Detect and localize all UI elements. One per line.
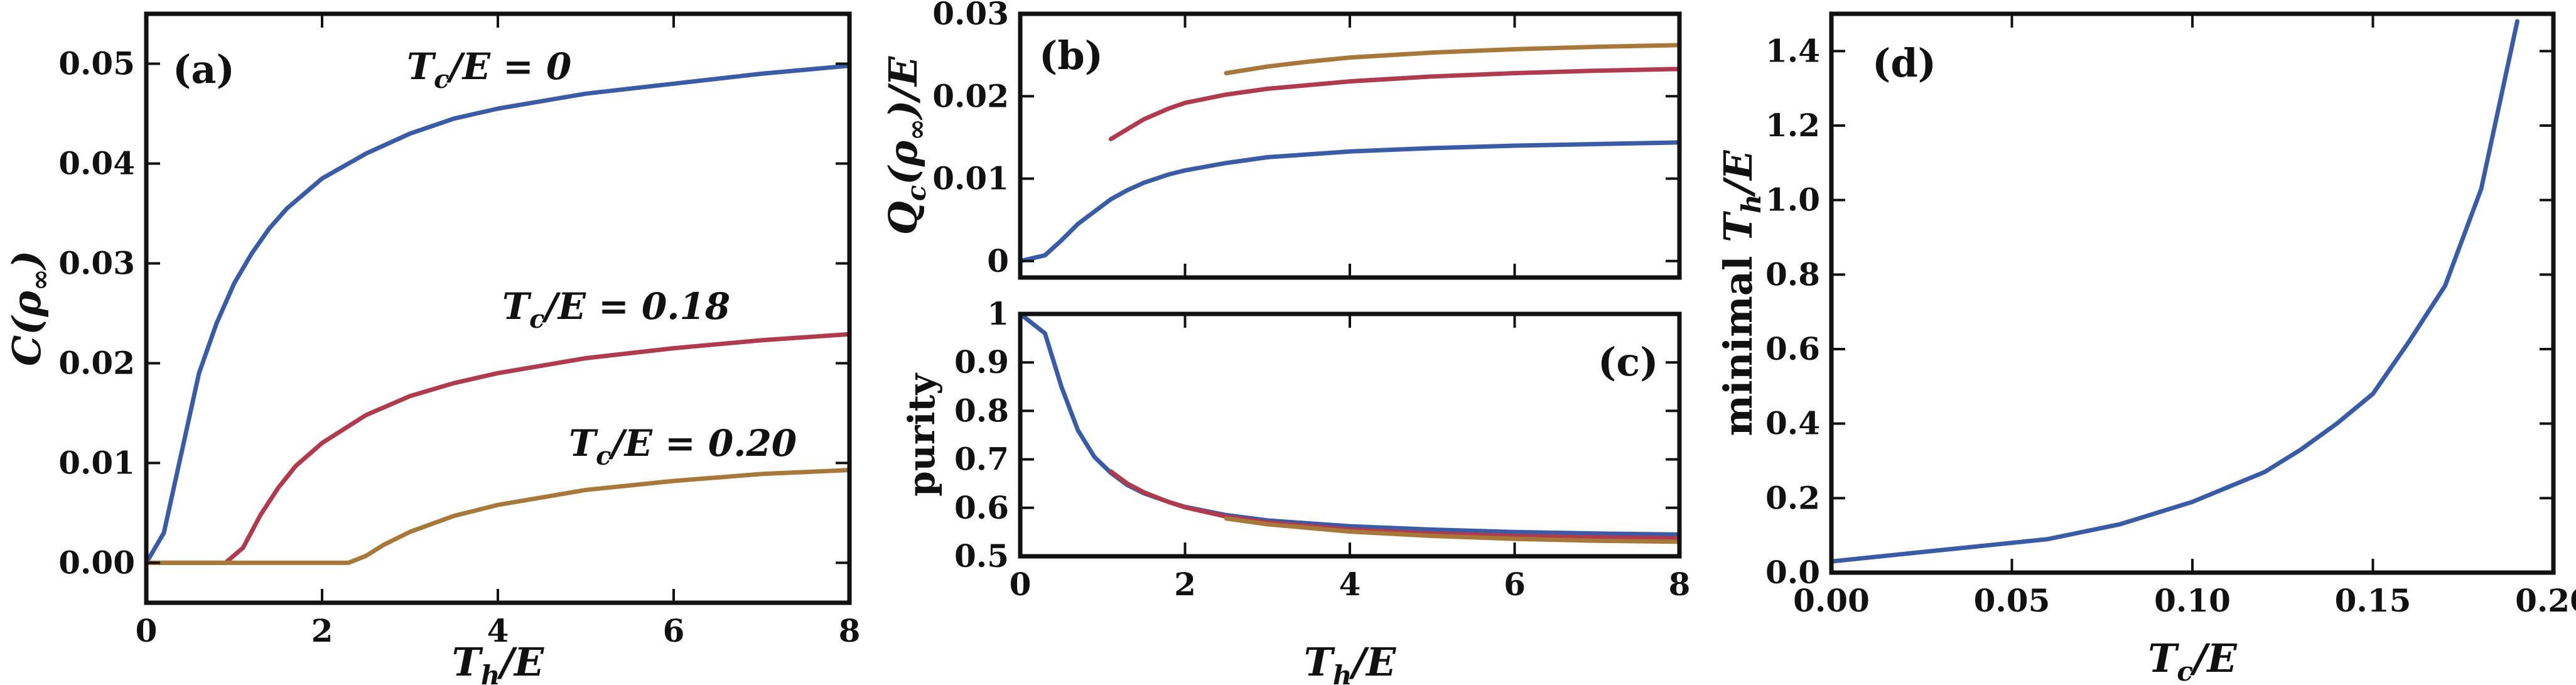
x-axis-label-d: Tc/E xyxy=(2148,635,2237,685)
x-tick-label-d-0: 0.00 xyxy=(1793,582,1870,619)
series-line-a-blue xyxy=(144,63,852,565)
y-tick-label-c-1: 0.6 xyxy=(954,489,1009,526)
y-tick-label-b-2: 0.02 xyxy=(932,77,1009,114)
x-tick-label-d-3: 0.15 xyxy=(2335,582,2412,619)
y-tick-label-d-3: 0.6 xyxy=(1765,330,1820,367)
y-axis-label-b: Qc(ρ∞)/E xyxy=(880,56,932,235)
panel-b: 0 0.01 0.02 0.03 (b) Qc(ρ∞)/E xyxy=(880,0,1682,280)
y-tick-label-d-6: 1.2 xyxy=(1765,107,1820,144)
x-tick-label-d-4: 0.20 xyxy=(2515,582,2576,619)
panel-label-a: (a) xyxy=(173,46,235,92)
annotation-tc-020: Tc/E = 0.20 xyxy=(569,422,797,471)
y-tick-label-a-2: 0.02 xyxy=(58,344,135,381)
y-tick-label-a-0: 0.00 xyxy=(58,544,135,581)
x-tick-label-c-1: 2 xyxy=(1174,566,1196,603)
y-tick-label-c-4: 0.9 xyxy=(954,343,1009,380)
x-tick-label-c-0: 0 xyxy=(1010,566,1032,603)
y-tick-label-b-3: 0.03 xyxy=(932,0,1009,32)
series-line-b-blue xyxy=(1018,140,1682,264)
x-tick-label-c-2: 4 xyxy=(1339,566,1361,603)
annotation-tc-018: Tc/E = 0.18 xyxy=(502,285,730,334)
y-tick-label-d-5: 1.0 xyxy=(1765,181,1820,218)
y-tick-label-d-7: 1.4 xyxy=(1765,32,1820,69)
y-tick-label-c-0: 0.5 xyxy=(954,537,1009,574)
y-tick-label-d-2: 0.4 xyxy=(1765,405,1820,442)
x-tick-label-a-1: 2 xyxy=(311,612,333,649)
x-tick-label-a-0: 0 xyxy=(136,612,158,649)
y-axis-label-c: purity xyxy=(900,372,943,497)
panel-d: 0.00 0.05 0.10 0.15 0.20 0.0 0.2 0.4 0.6 0.8 1.0 1.… xyxy=(1715,11,2576,685)
series-line-a-gold xyxy=(144,468,852,565)
panel-label-d: (d) xyxy=(1872,40,1936,86)
series-line-b-red xyxy=(1108,67,1682,141)
x-tick-label-a-4: 8 xyxy=(839,612,861,649)
y-tick-label-d-0: 0.0 xyxy=(1765,554,1820,591)
y-tick-label-a-3: 0.03 xyxy=(58,244,135,281)
y-tick-label-b-0: 0 xyxy=(987,242,1009,279)
y-tick-label-c-2: 0.7 xyxy=(954,441,1009,478)
x-tick-label-d-1: 0.05 xyxy=(1974,582,2051,619)
plot-frame-d xyxy=(1829,11,2556,575)
y-axis-label-d: minimal Th/E xyxy=(1715,150,1767,436)
y-tick-label-c-3: 0.8 xyxy=(954,392,1009,429)
x-tick-label-c-4: 8 xyxy=(1669,566,1691,603)
panel-a: 0 2 4 6 80.000.010.020.030.040.05 (a) Th/E C… xyxy=(4,11,861,685)
y-tick-label-a-5: 0.05 xyxy=(58,45,135,82)
y-tick-label-b-1: 0.01 xyxy=(932,160,1009,197)
series-line-b-gold xyxy=(1224,43,1682,75)
x-tick-label-c-3: 6 xyxy=(1504,566,1526,603)
series-line-a-red xyxy=(144,332,852,565)
plot-frame-a xyxy=(144,11,852,605)
y-tick-label-a-1: 0.01 xyxy=(58,444,135,481)
x-axis-label-c: Th/E xyxy=(1304,639,1396,685)
panel-label-c: (c) xyxy=(1598,339,1658,385)
series-line-c-gold xyxy=(1224,516,1682,544)
series-line-d-blue xyxy=(1829,19,2519,564)
plot-frame-c xyxy=(1018,311,1682,559)
x-tick-label-a-2: 4 xyxy=(487,612,509,649)
x-tick-label-d-2: 0.10 xyxy=(2154,582,2231,619)
x-tick-label-a-3: 6 xyxy=(663,612,685,649)
y-tick-label-d-1: 0.2 xyxy=(1765,479,1820,516)
annotation-tc-0: Tc/E = 0 xyxy=(407,45,571,94)
y-axis-label-a: C(ρ∞) xyxy=(4,251,55,366)
panel-c: 0 2 4 6 8 0.5 0.6 0.7 0.8 0.9 1 (c) Th/E purity xyxy=(900,295,1690,685)
y-tick-label-c-5: 1 xyxy=(987,295,1009,332)
panel-label-b: (b) xyxy=(1039,33,1103,78)
y-tick-label-a-4: 0.04 xyxy=(58,144,135,181)
y-tick-label-d-4: 0.8 xyxy=(1765,256,1820,293)
series-line-c-blue xyxy=(1018,311,1682,537)
